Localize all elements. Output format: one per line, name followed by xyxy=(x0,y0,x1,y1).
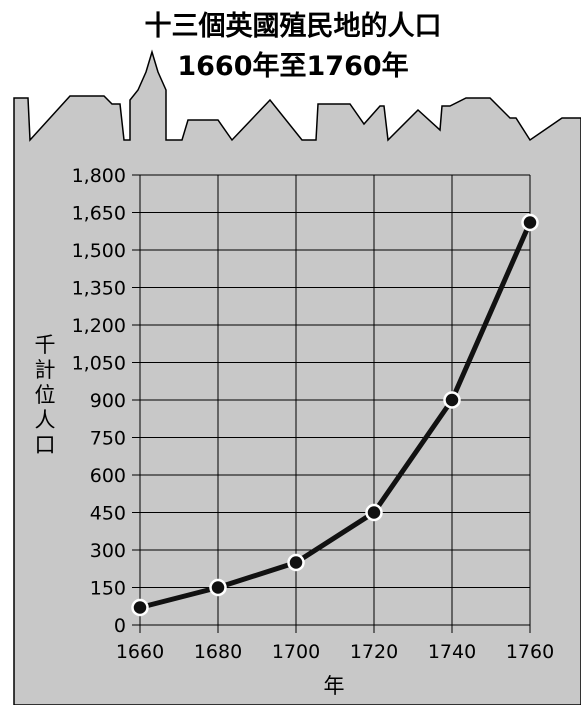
x-tick-label: 1760 xyxy=(506,641,554,663)
chart-title: 十三個英國殖民地的人口 xyxy=(145,10,442,42)
y-tick-label: 450 xyxy=(90,503,126,525)
y-tick-label: 750 xyxy=(90,428,126,450)
y-tick-label: 1,350 xyxy=(72,278,126,300)
y-tick-label: 1,650 xyxy=(72,203,126,225)
y-tick-label: 1,500 xyxy=(72,240,126,262)
data-point xyxy=(365,503,383,522)
y-axis-label-char: 計 xyxy=(35,358,56,382)
y-tick-label: 1,050 xyxy=(72,353,126,375)
x-axis-label: 年 xyxy=(324,674,345,698)
y-axis-label-char: 千 xyxy=(35,333,56,357)
y-tick-label: 1,200 xyxy=(72,315,126,337)
data-point xyxy=(521,213,539,232)
y-tick-label: 600 xyxy=(90,465,126,487)
x-tick-label: 1660 xyxy=(116,641,164,663)
data-point xyxy=(209,578,227,597)
y-tick-label: 900 xyxy=(90,390,126,412)
x-tick-label: 1720 xyxy=(350,641,398,663)
chart-subtitle: 1660年至1760年 xyxy=(177,50,408,82)
y-tick-label: 0 xyxy=(114,615,126,637)
plot-area: 0 150 300 450 600 750 900 1,050 1,200 1,350 1,500 1… xyxy=(72,165,555,663)
x-tick-label: 1680 xyxy=(194,641,242,663)
y-tick-label: 1,800 xyxy=(72,165,126,187)
y-axis-label-char: 位 xyxy=(35,383,56,407)
x-tick-label: 1740 xyxy=(428,641,476,663)
skyline-background xyxy=(13,49,581,705)
x-tick-label: 1700 xyxy=(272,641,320,663)
data-point xyxy=(443,391,461,409)
y-tick-label: 300 xyxy=(90,540,126,562)
series-line xyxy=(139,221,533,610)
y-axis-label-char: 人 xyxy=(35,408,56,432)
y-tick-label: 150 xyxy=(90,578,126,600)
y-axis-label-char: 口 xyxy=(35,433,56,457)
data-point xyxy=(287,553,305,572)
data-point xyxy=(131,598,149,617)
